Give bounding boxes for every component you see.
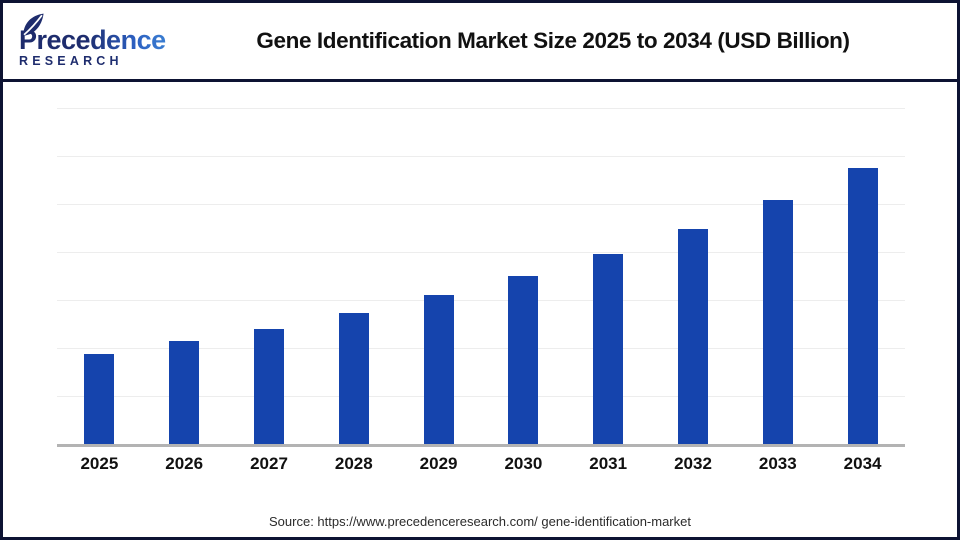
x-axis-label-2027: 2027 bbox=[250, 454, 288, 473]
bar-2027 bbox=[254, 329, 284, 444]
leaf-icon bbox=[23, 14, 44, 37]
gridline bbox=[57, 347, 905, 349]
x-axis-line bbox=[57, 444, 905, 447]
x-axis-label-2034: 2034 bbox=[843, 454, 882, 473]
gridline bbox=[57, 299, 905, 301]
precedence-research-logo: Precedence RESEARCH bbox=[19, 13, 179, 68]
bar-2033 bbox=[762, 200, 793, 444]
bar-2031 bbox=[593, 253, 624, 444]
gridline bbox=[57, 107, 905, 109]
x-axis-label-2026: 2026 bbox=[165, 454, 204, 473]
bar-2025 bbox=[84, 354, 115, 444]
logo-wordmark: Precedence bbox=[19, 26, 179, 55]
bar-2030 bbox=[508, 275, 539, 444]
bar-2026 bbox=[169, 341, 200, 444]
x-axis-label-2029: 2029 bbox=[419, 454, 458, 473]
header: Precedence RESEARCH Gene Identification … bbox=[3, 3, 957, 82]
x-axis-label-2025: 2025 bbox=[80, 454, 119, 473]
gridline bbox=[57, 251, 905, 253]
chart-title: Gene Identification Market Size 2025 to … bbox=[256, 28, 850, 53]
bar-2029 bbox=[423, 295, 454, 444]
x-axis-label-2033: 2033 bbox=[758, 454, 797, 473]
gridline bbox=[57, 155, 905, 157]
x-axis-label-2032: 2032 bbox=[674, 454, 712, 473]
bar-2028 bbox=[338, 312, 369, 444]
logo-subtitle: RESEARCH bbox=[19, 54, 179, 69]
bar-chart: 2025 2026 2027 2028 2029 2030 2031 2032 2033 2034… bbox=[3, 82, 957, 537]
x-axis-label-2031: 2031 bbox=[589, 454, 628, 473]
source-text: Source: https://www.precedenceresearch.c… bbox=[269, 514, 691, 529]
gridline bbox=[57, 395, 905, 397]
gridline bbox=[57, 203, 905, 205]
x-axis-label-2028: 2028 bbox=[334, 454, 373, 473]
x-axis-label-2030: 2030 bbox=[504, 454, 543, 473]
bar-2032 bbox=[678, 228, 708, 444]
bar-2034 bbox=[847, 167, 878, 444]
